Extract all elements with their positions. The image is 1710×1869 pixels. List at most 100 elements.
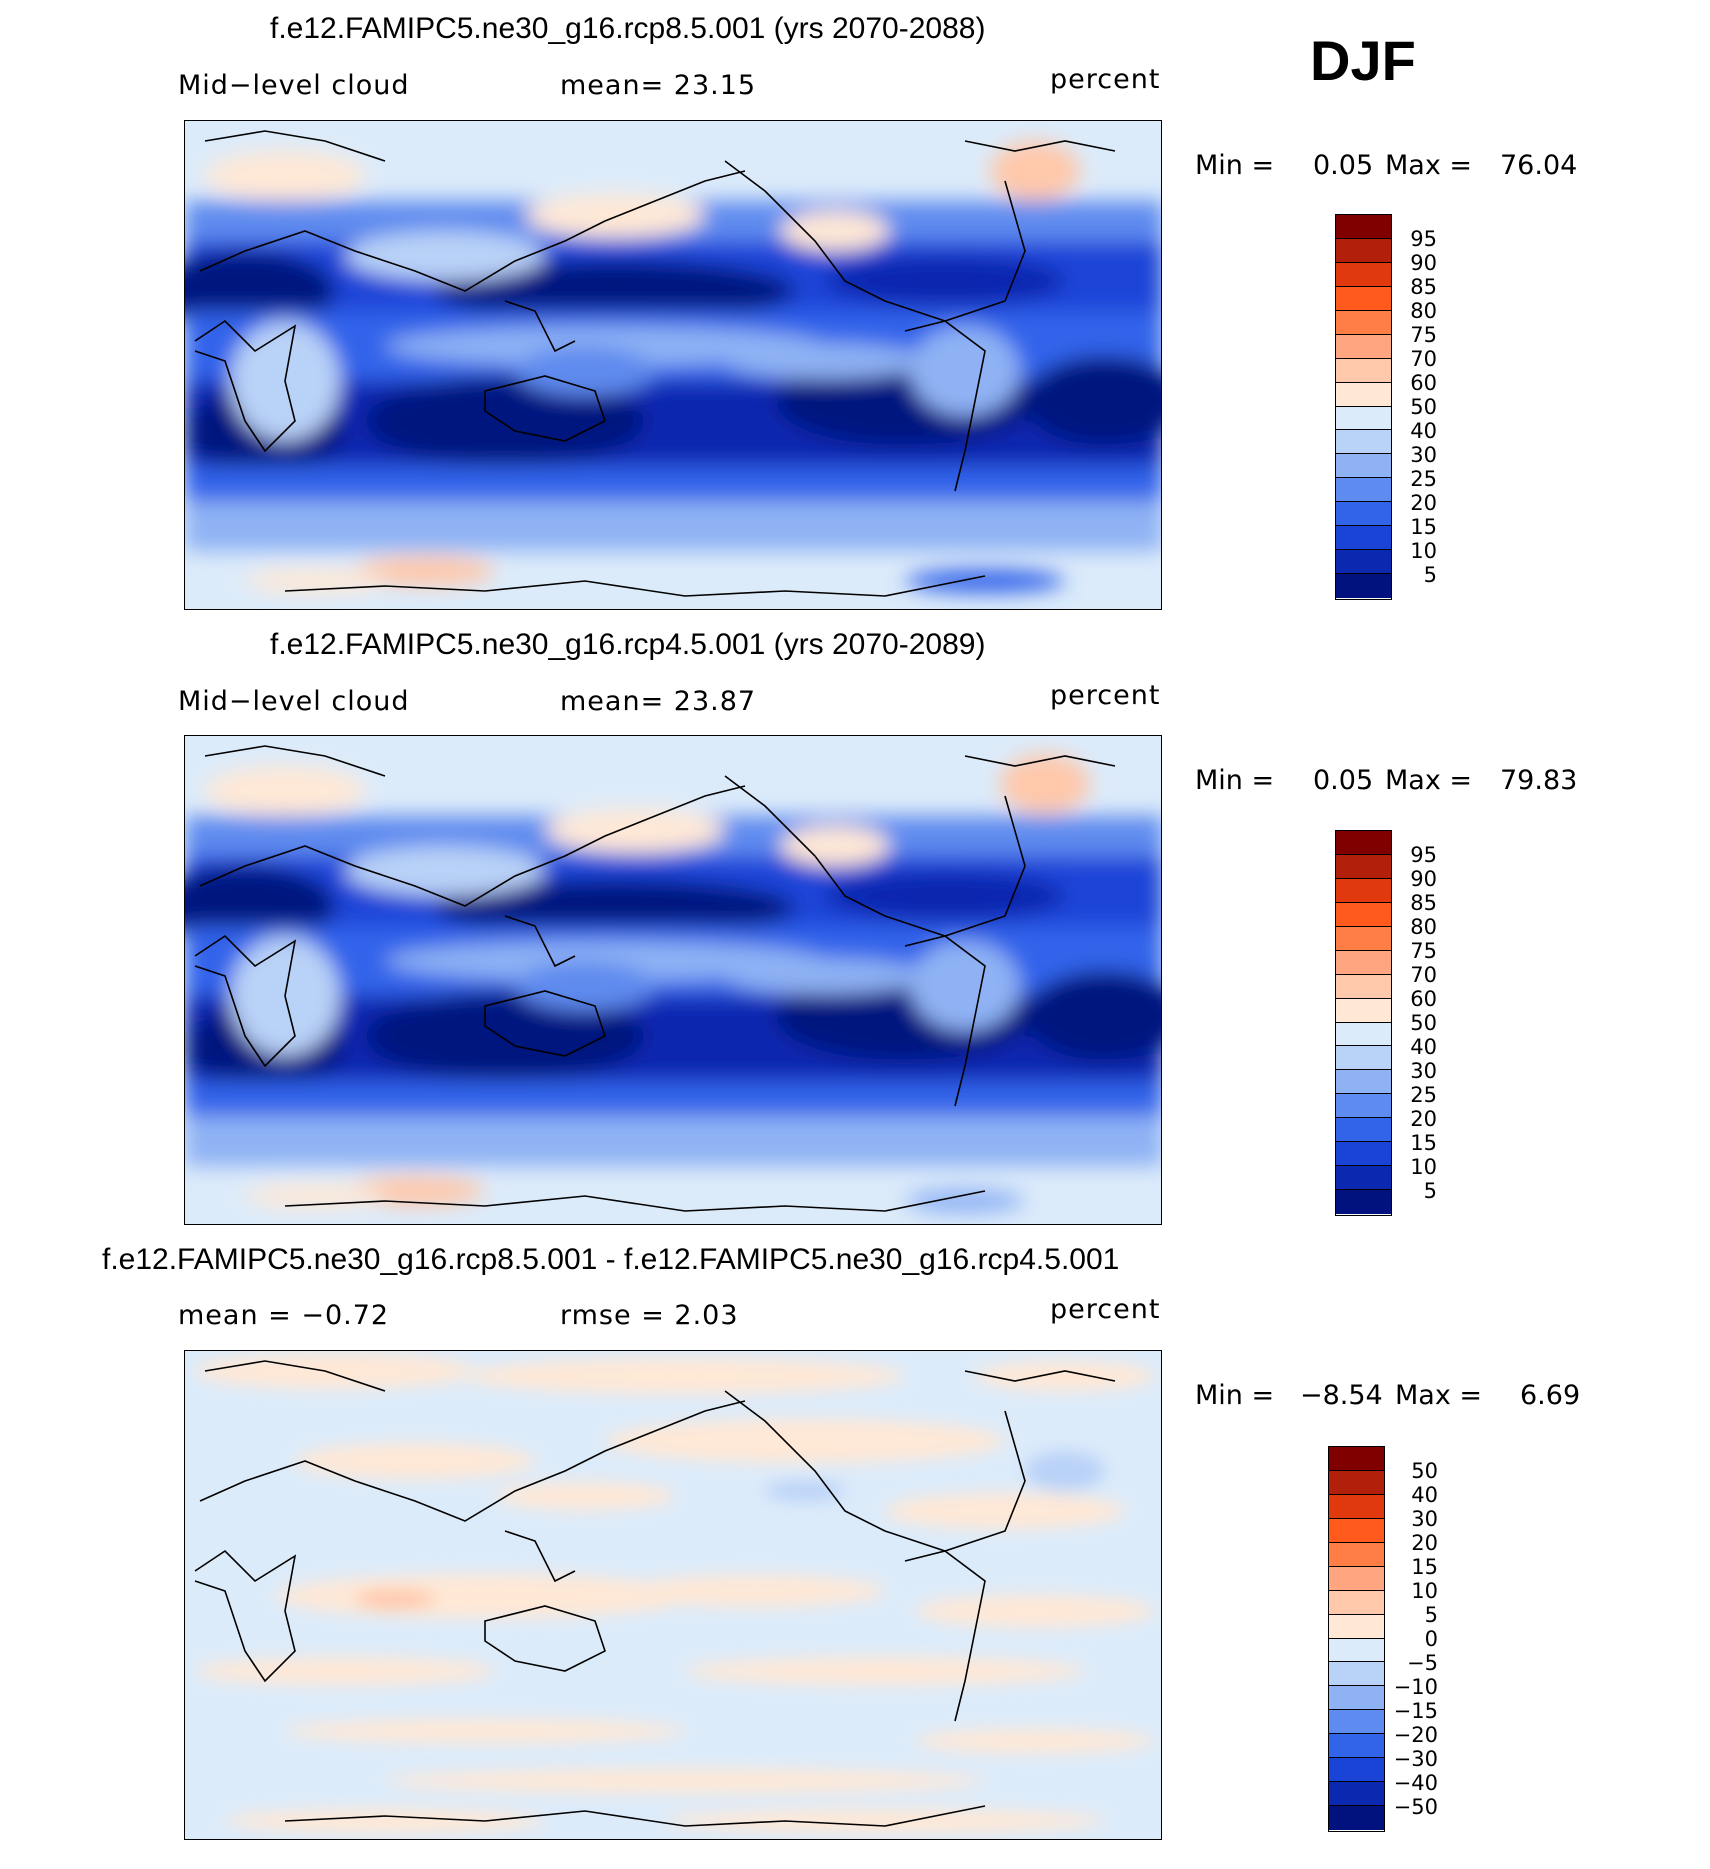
colorbar-tick-label: 80 (1410, 915, 1437, 940)
colorbar-swatches (1328, 1446, 1385, 1832)
panel-1-units-label: percent (1050, 64, 1161, 95)
panel-3-map-field (185, 1351, 1161, 1839)
colorbar-tick-label: −15 (1393, 1698, 1438, 1723)
colorbar-swatch (1336, 998, 1391, 1023)
colorbar-swatch (1329, 1638, 1384, 1663)
colorbar-swatch (1336, 974, 1391, 999)
colorbar-swatch (1336, 502, 1391, 527)
panel-3-coastlines (194, 1360, 1116, 1827)
colorbar-tick-label: 10 (1410, 538, 1437, 563)
colorbar-tick-label: 20 (1410, 490, 1437, 515)
colorbar-tick-label: 60 (1410, 371, 1437, 396)
colorbar-tick-label: 75 (1410, 323, 1437, 348)
panel-2-map (184, 735, 1162, 1225)
panel-1-map-field (185, 121, 1161, 609)
colorbar-tick-label: 50 (1410, 1011, 1437, 1035)
colorbar-swatch (1329, 1447, 1384, 1471)
colorbar-tick-label: 30 (1411, 1507, 1438, 1532)
colorbar-tick-label: 5 (1423, 1178, 1437, 1203)
panel-2-min-value: 0.05 (1313, 765, 1374, 796)
panel-3-min-label: Min = (1195, 1380, 1275, 1411)
panel-2-map-field (185, 736, 1161, 1224)
colorbar-swatch (1336, 310, 1391, 335)
colorbar-tick-label: 70 (1410, 963, 1437, 988)
panel-1-min-label: Min = (1195, 150, 1275, 181)
colorbar-swatch (1336, 878, 1391, 903)
colorbar-tick-label: 95 (1410, 843, 1437, 868)
colorbar-swatch (1336, 358, 1391, 383)
colorbar-tick-label: 90 (1410, 867, 1437, 892)
panel-2-min-label: Min = (1195, 765, 1275, 796)
colorbar-tick-label: 20 (1410, 1106, 1437, 1131)
colorbar-swatch (1329, 1542, 1384, 1567)
colorbar-swatch (1329, 1662, 1384, 1687)
colorbar-tick-label: 30 (1410, 1058, 1437, 1083)
colorbar-swatch (1336, 1142, 1391, 1167)
panel-1-mean-label: mean= 23.15 (560, 70, 757, 101)
panel-2-variable-label: Mid−level cloud (178, 686, 410, 717)
colorbar-tick-label: 60 (1410, 987, 1437, 1012)
colorbar-tick-label: 40 (1410, 418, 1437, 443)
colorbar-tick-label: 20 (1411, 1531, 1438, 1556)
colorbar-swatch (1329, 1806, 1384, 1830)
colorbar-swatch (1336, 382, 1391, 407)
colorbar-swatch (1336, 430, 1391, 455)
panel-1-max-label: Max = (1385, 150, 1473, 181)
colorbar-swatch (1336, 1190, 1391, 1214)
panel-2-mean-label: mean= 23.87 (560, 686, 757, 717)
panel-1-min-value: 0.05 (1313, 150, 1374, 181)
colorbar-tick-label: 75 (1410, 939, 1437, 964)
colorbar-swatch (1329, 1590, 1384, 1615)
panel-2-title: f.e12.FAMIPC5.ne30_g16.rcp4.5.001 (yrs 2… (270, 628, 986, 661)
colorbar-swatch (1329, 1614, 1384, 1639)
panel-3-min-value: −8.54 (1300, 1380, 1383, 1411)
panel-2-max-label: Max = (1385, 765, 1473, 796)
colorbar-tick-label: 40 (1411, 1483, 1438, 1508)
colorbar-swatch (1336, 574, 1391, 598)
panel-2-units-label: percent (1050, 680, 1161, 711)
panel-1-variable-label: Mid−level cloud (178, 70, 410, 101)
colorbar-swatch (1336, 334, 1391, 359)
colorbar-tick-label: 95 (1410, 227, 1437, 252)
colorbar-tick-label: −5 (1407, 1650, 1438, 1675)
colorbar-swatch (1336, 902, 1391, 927)
colorbar-tick-label: 15 (1411, 1555, 1438, 1580)
colorbar-tick-label: 25 (1410, 1082, 1437, 1107)
colorbar-tick-label: 90 (1410, 251, 1437, 276)
colorbar-tick-label: 5 (1423, 562, 1437, 587)
colorbar-tick-label: −50 (1393, 1794, 1438, 1819)
colorbar-tick-label: 50 (1411, 1459, 1438, 1484)
colorbar-swatch (1336, 831, 1391, 855)
panel-1-coastlines (194, 130, 1116, 597)
colorbar-swatch (1329, 1734, 1384, 1759)
colorbar-tick-label: 15 (1410, 514, 1437, 539)
colorbar-tick-label: −30 (1393, 1746, 1438, 1771)
panel-2-coastlines (194, 745, 1116, 1212)
colorbar-swatches (1335, 830, 1392, 1216)
colorbar-tick-label: 50 (1410, 395, 1437, 419)
panel-3-map (184, 1350, 1162, 1840)
colorbar-swatch (1336, 238, 1391, 263)
colorbar-swatch (1336, 950, 1391, 975)
panel-3-max-label: Max = (1395, 1380, 1483, 1411)
colorbar-tick-label: 0 (1424, 1627, 1438, 1651)
colorbar-swatch (1329, 1494, 1384, 1519)
colorbar-tick-label: 10 (1410, 1154, 1437, 1179)
colorbar-swatch (1336, 1166, 1391, 1191)
colorbar-swatch (1336, 1118, 1391, 1143)
colorbar-swatch (1336, 854, 1391, 879)
colorbar-swatch (1329, 1518, 1384, 1543)
panel-1-max-value: 76.04 (1500, 150, 1578, 181)
colorbar-swatch (1329, 1782, 1384, 1807)
colorbar-swatch (1336, 926, 1391, 951)
colorbar-tick-label: 80 (1410, 299, 1437, 324)
colorbar-swatch (1336, 262, 1391, 287)
colorbar-swatch (1336, 1070, 1391, 1095)
panel-3-max-value: 6.69 (1520, 1380, 1581, 1411)
colorbar-tick-label: 85 (1410, 891, 1437, 916)
colorbar-swatch (1336, 406, 1391, 431)
colorbar-swatch (1336, 215, 1391, 239)
colorbar-tick-label: 25 (1410, 466, 1437, 491)
colorbar-swatch (1329, 1566, 1384, 1591)
colorbar-swatch (1329, 1710, 1384, 1735)
